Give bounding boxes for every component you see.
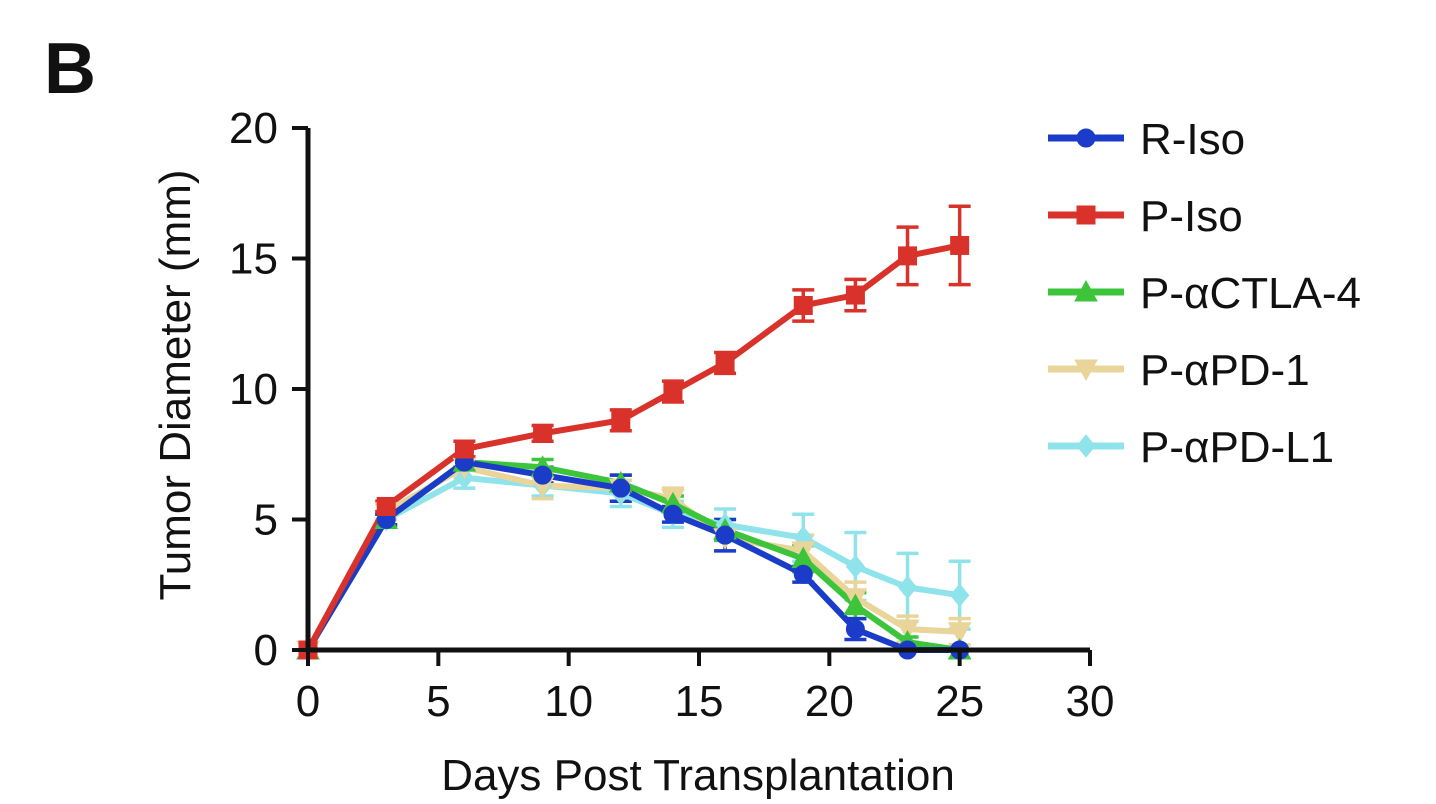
r-iso-point — [793, 564, 813, 584]
x-tick-label: 10 — [544, 677, 593, 726]
y-tick-label: 10 — [229, 365, 278, 414]
p-pd-l1-point — [950, 583, 970, 607]
p-iso-point — [898, 246, 918, 266]
legend-label: P-αPD-L1 — [1140, 423, 1334, 472]
x-tick-label: 15 — [675, 677, 724, 726]
y-tick-label: 20 — [229, 104, 278, 153]
x-tick-label: 0 — [296, 677, 320, 726]
p-iso-point — [663, 382, 683, 402]
x-tick-label: 5 — [426, 677, 450, 726]
p-pd-1-point — [947, 622, 972, 644]
p-iso-point — [376, 496, 396, 516]
y-axis-title: Tumor Diameter (mm) — [151, 169, 200, 600]
p-iso-point — [533, 423, 553, 443]
p-pd-l1-point — [845, 554, 866, 579]
x-ticks: 0 5 10 15 20 25 30 — [296, 650, 1115, 726]
p-iso-point — [715, 353, 735, 373]
p-pd-1-point — [895, 619, 920, 642]
r-iso-point — [533, 465, 553, 485]
legend-swatch-marker — [1074, 359, 1098, 382]
r-iso-point — [845, 619, 865, 639]
legend-item-p-pd-1: P-αPD-1 — [1048, 346, 1310, 395]
plot-area — [296, 204, 972, 663]
x-tick-label: 20 — [805, 677, 854, 726]
axes: 0 5 10 15 20 25 30 0 5 10 15 20 — [229, 104, 1114, 726]
legend-item-p-ctla-4: P-αCTLA-4 — [1048, 269, 1361, 318]
x-tick-label: 25 — [935, 677, 984, 726]
legend-item-p-iso: P-Iso — [1048, 192, 1243, 241]
legend-item-r-iso: R-Iso — [1048, 115, 1245, 164]
x-tick-label: 30 — [1066, 677, 1115, 726]
p-ctla-4-point — [843, 593, 868, 616]
legend-label: R-Iso — [1140, 115, 1245, 164]
legend-item-p-pd-l1: P-αPD-L1 — [1048, 423, 1334, 472]
legend-label: P-Iso — [1140, 192, 1243, 241]
panel-label: B — [44, 29, 96, 109]
p-iso-point — [454, 439, 474, 459]
legend-label: P-αCTLA-4 — [1140, 269, 1361, 318]
y-ticks: 0 5 10 15 20 — [229, 104, 308, 675]
legend-swatch-marker — [1076, 434, 1096, 458]
p-pd-l1-point — [897, 575, 918, 600]
y-tick-label: 0 — [254, 626, 278, 675]
p-iso-point — [793, 295, 813, 315]
legend-swatch-marker — [1074, 279, 1098, 302]
y-tick-label: 5 — [254, 496, 278, 545]
legend-label: P-αPD-1 — [1140, 346, 1310, 395]
legend-swatch-marker — [1076, 128, 1096, 148]
series-markers — [296, 235, 972, 663]
p-iso-point — [845, 285, 865, 305]
r-iso-point — [715, 525, 735, 545]
legend-swatch-marker — [1076, 205, 1096, 225]
x-axis-title: Days Post Transplantation — [441, 751, 955, 800]
p-iso-point — [950, 235, 970, 255]
r-iso-point — [663, 504, 683, 524]
r-iso-point — [611, 478, 631, 498]
p-iso-point — [611, 410, 631, 430]
y-tick-label: 15 — [229, 235, 278, 284]
legend: R-Iso P-Iso P-αCTLA-4 P-αPD-1 P-αPD-L1 — [1048, 115, 1361, 472]
